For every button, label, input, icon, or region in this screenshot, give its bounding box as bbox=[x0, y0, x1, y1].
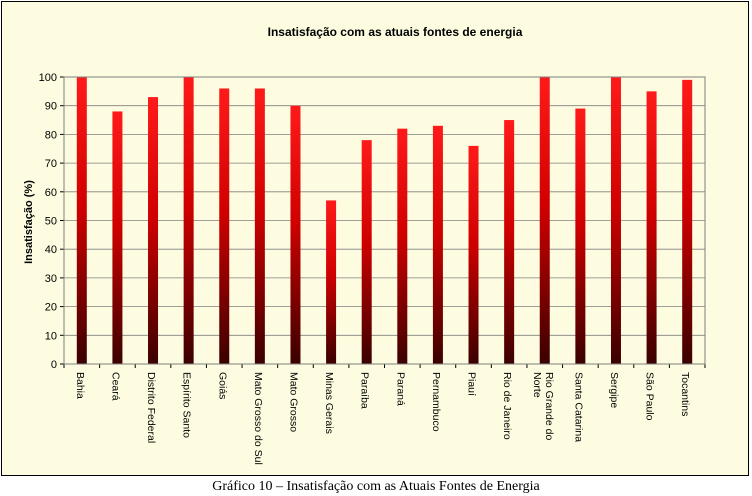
bar bbox=[504, 120, 515, 364]
y-tick-label: 40 bbox=[45, 244, 57, 256]
bar bbox=[361, 140, 372, 364]
bar bbox=[183, 77, 194, 364]
x-tick-label: Bahia bbox=[74, 372, 86, 399]
figure-caption: Gráfico 10 – Insatisfação com as Atuais … bbox=[212, 479, 540, 494]
bar bbox=[575, 108, 586, 364]
x-tick-label: Paraíba bbox=[359, 372, 371, 409]
x-tick-label: Rio Grande doNorte bbox=[531, 372, 555, 440]
bar bbox=[432, 125, 443, 364]
x-tick-label: Pernambuco bbox=[430, 372, 442, 432]
y-tick-label: 100 bbox=[39, 72, 57, 84]
bar bbox=[112, 111, 123, 364]
y-tick-label: 90 bbox=[45, 101, 57, 113]
bar bbox=[682, 79, 693, 365]
bar bbox=[290, 105, 301, 364]
x-tick-label: Distrito Federal bbox=[145, 372, 157, 443]
x-tick-label: São Paulo bbox=[644, 372, 656, 421]
x-tick-label: Goiás bbox=[216, 372, 228, 399]
bars bbox=[76, 77, 693, 365]
bar bbox=[468, 145, 479, 364]
x-tick-label: Espírito Santo bbox=[181, 372, 193, 438]
y-tick-label: 20 bbox=[45, 302, 57, 314]
y-axis-label: Insatisfação (%) bbox=[23, 180, 35, 264]
y-tick-label: 80 bbox=[45, 129, 57, 141]
bar bbox=[219, 88, 230, 364]
bar bbox=[397, 128, 408, 364]
x-tick-label: Minas Gerais bbox=[323, 372, 335, 434]
x-tick-label: Mato Grosso do Sul bbox=[252, 372, 264, 465]
x-tick-label: Rio de Janeiro bbox=[501, 372, 513, 440]
bar bbox=[610, 77, 621, 364]
bar bbox=[539, 77, 550, 364]
bar bbox=[148, 97, 159, 364]
x-tick-label: Ceará bbox=[109, 372, 121, 401]
y-tick-label: 60 bbox=[45, 187, 57, 199]
y-tick-labels: 0 10 20 30 40 50 60 70 80 90 100 bbox=[39, 72, 57, 371]
bar bbox=[646, 91, 657, 364]
x-tick-label: Santa Catarina bbox=[572, 372, 584, 442]
x-tick-label: Tocantins bbox=[679, 372, 691, 416]
x-tick-label: Mato Grosso bbox=[287, 372, 299, 432]
bar bbox=[254, 88, 265, 364]
plot-area bbox=[63, 76, 706, 365]
y-tick-label: 50 bbox=[45, 216, 57, 228]
bar bbox=[76, 77, 87, 364]
bar bbox=[326, 200, 337, 364]
chart-frame: Insatisfação com as atuais fontes de ene… bbox=[1, 1, 749, 476]
y-tick-label: 10 bbox=[45, 330, 57, 342]
x-tick-label: Paraná bbox=[394, 372, 406, 406]
bar-chart: Insatisfação com as atuais fontes de ene… bbox=[23, 25, 706, 465]
chart-title: Insatisfação com as atuais fontes de ene… bbox=[268, 25, 523, 39]
x-tick-labels: Bahia Ceará Distrito Federal Espírito Santo… bbox=[63, 364, 706, 465]
x-tick-label: Sergipe bbox=[608, 372, 620, 408]
x-tick-label: Piauí bbox=[466, 372, 478, 396]
y-tick-label: 30 bbox=[45, 273, 57, 285]
y-tick-label: 0 bbox=[51, 359, 57, 371]
y-tick-label: 70 bbox=[45, 158, 57, 170]
